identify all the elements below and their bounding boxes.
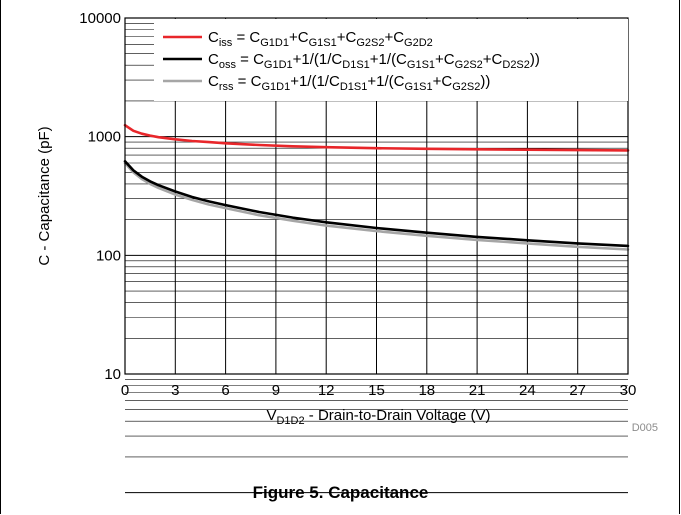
figure-caption: Figure 5. Capacitance [252, 483, 429, 502]
figure-code: D005 [632, 422, 658, 434]
plot-border [124, 17, 629, 375]
x-tick-label: 30 [620, 382, 637, 399]
series-line-ciss [123, 123, 630, 152]
series-layer [123, 123, 630, 251]
series-line-crss [123, 161, 630, 251]
x-tick-label: 9 [272, 382, 280, 399]
legend-label-ciss: Ciss = CG1D1+CG1S1+CG2S2+CG2D2 [208, 29, 433, 49]
x-tick-label: 24 [519, 382, 536, 399]
legend-label-crss: Crss = CG1D1+1/(1/CD1S1+1/(CG1S1+CG2S2)) [208, 73, 490, 93]
x-tick-label: 0 [121, 382, 129, 399]
tick-labels: 0 3 6 9 12 15 18 21 24 27 30 10 100 1000 10000 [79, 10, 636, 399]
y-tick-label: 10000 [79, 10, 121, 27]
series-line-coss [123, 160, 630, 248]
y-tick-label: 10 [104, 366, 121, 383]
y-axis-label: C - Capacitance (pF) [36, 126, 53, 265]
x-tick-label: 12 [318, 382, 335, 399]
x-axis-label: VD1D2 - Drain-to-Drain Voltage (V) [266, 407, 490, 427]
y-tick-label: 100 [96, 247, 121, 264]
x-tick-label: 18 [418, 382, 435, 399]
x-tick-label: 27 [569, 382, 586, 399]
x-tick-label: 21 [469, 382, 486, 399]
x-tick-label: 15 [368, 382, 385, 399]
legend-label-coss: Coss = CG1D1+1/(1/CD1S1+1/(CG1S1+CG2S2+C… [208, 51, 540, 71]
x-tick-label: 3 [171, 382, 179, 399]
y-tick-label: 1000 [88, 129, 121, 146]
x-tick-label: 6 [221, 382, 229, 399]
legend-box [154, 19, 628, 101]
